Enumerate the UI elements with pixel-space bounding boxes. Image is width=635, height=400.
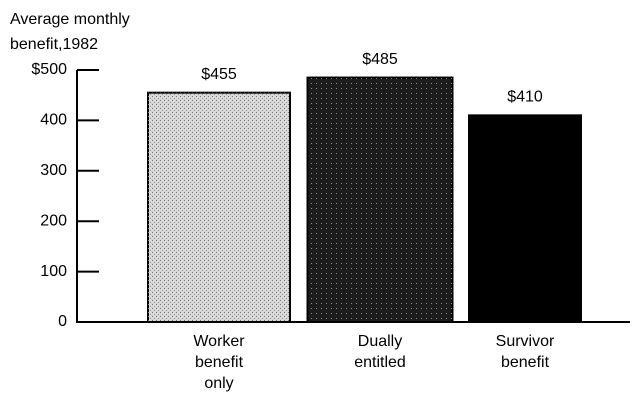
y-axis-label: Average monthly xyxy=(10,11,130,28)
x-tick-label: Survivor xyxy=(496,333,555,350)
y-tick-label: 400 xyxy=(40,112,67,129)
bar xyxy=(468,114,582,323)
x-tick-label: benefit xyxy=(195,354,244,371)
x-tick-label: benefit xyxy=(501,354,550,371)
x-tick-label: entitled xyxy=(354,354,406,371)
data-label: $485 xyxy=(362,51,398,68)
y-tick-label: 100 xyxy=(40,263,67,280)
y-tick-label: 300 xyxy=(40,162,67,179)
data-label: $410 xyxy=(507,89,543,106)
bar-texture xyxy=(148,92,290,323)
y-axis-label: benefit,1982 xyxy=(10,36,98,53)
x-tick-label: Worker xyxy=(193,333,245,350)
x-tick-label: only xyxy=(204,375,233,392)
y-tick-label: 200 xyxy=(40,212,67,229)
x-tick-label: Dually xyxy=(358,333,402,350)
data-label: $455 xyxy=(201,66,237,83)
y-tick-label: 0 xyxy=(58,313,67,330)
bar-texture xyxy=(307,77,453,322)
y-tick-label: $500 xyxy=(31,61,67,78)
